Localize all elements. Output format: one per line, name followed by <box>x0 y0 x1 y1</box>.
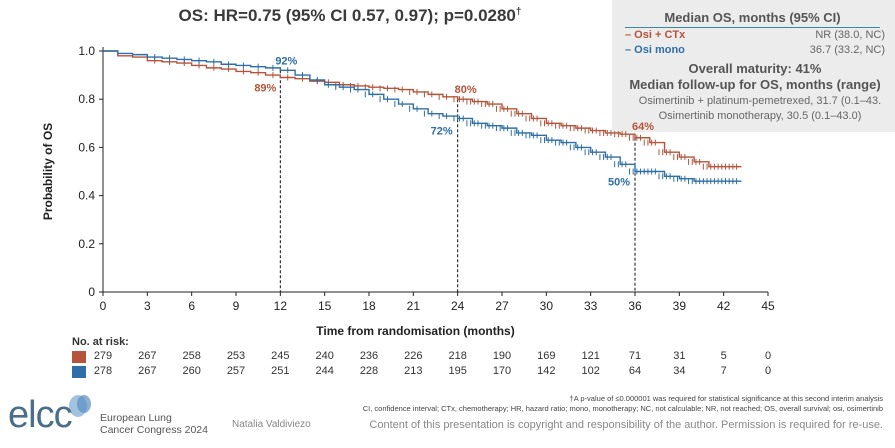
risk-cell: 236 <box>359 350 379 362</box>
risk-row-swatch <box>72 351 86 363</box>
x-tick-label: 15 <box>318 299 332 313</box>
risk-row-swatch <box>72 366 86 378</box>
risk-cell: 71 <box>628 350 642 362</box>
y-tick-label: 0.8 <box>78 92 95 106</box>
x-tick-label: 24 <box>451 299 465 313</box>
y-axis-label: Probability of OS <box>41 123 55 220</box>
legend-panel <box>612 0 895 132</box>
legend-row-osi-mono: – Osi mono 36.7 (33.2, NC) <box>625 44 885 56</box>
x-tick-label: 45 <box>761 299 775 313</box>
risk-cell: 121 <box>581 350 600 362</box>
risk-cell: 190 <box>492 350 512 362</box>
risk-cell: 170 <box>492 365 512 377</box>
risk-cell: 218 <box>448 350 467 362</box>
risk-cell: 213 <box>404 365 423 377</box>
risk-cell: 260 <box>182 365 201 377</box>
risk-cell: 267 <box>138 350 157 362</box>
risk-cell: 228 <box>359 365 379 377</box>
risk-cell: 257 <box>226 365 246 377</box>
risk-cell: 0 <box>764 350 772 362</box>
risk-cell: 195 <box>448 365 467 377</box>
congress-name-line2: Cancer Congress 2024 <box>100 424 208 436</box>
risk-cell: 240 <box>315 350 334 362</box>
y-tick-label: 0.2 <box>78 237 95 251</box>
risk-cell: 31 <box>673 350 686 362</box>
copyright-notice: Content of this presentation is copyrigh… <box>369 419 883 431</box>
risk-cell: 279 <box>93 350 113 362</box>
x-tick-label: 36 <box>628 299 642 313</box>
x-tick-label: 33 <box>584 299 598 313</box>
x-tick-label: 39 <box>673 299 687 313</box>
x-tick-label: 3 <box>144 299 151 313</box>
risk-cell: 64 <box>628 365 642 377</box>
risk-cell: 102 <box>581 365 600 377</box>
risk-cell: 5 <box>720 350 727 362</box>
km-curve-osi-ctx <box>103 50 742 168</box>
congress-name-line1: European Lung <box>100 412 172 424</box>
y-tick-label: 0.4 <box>78 189 95 203</box>
legend-header: Median OS, months (95% CI) <box>625 10 880 28</box>
risk-cell: 169 <box>537 350 556 362</box>
km-curve-osi-mono <box>103 50 742 182</box>
legend-series-name: – Osi mono <box>625 44 685 56</box>
legend-series-value: 36.7 (33.2, NC) <box>809 44 885 56</box>
risk-cell: 0 <box>764 365 772 377</box>
y-tick-label: 0 <box>88 285 95 299</box>
elcc-logo: elcc European Lung Cancer Congress 2024 <box>8 394 208 444</box>
y-tick-label: 1.0 <box>78 44 95 58</box>
annotation-label: 64% <box>632 121 654 133</box>
risk-cell: 226 <box>404 350 423 362</box>
risk-cell: 258 <box>182 350 201 362</box>
annotation-label: 80% <box>455 84 477 96</box>
legend-row-osi-ctx: – Osi + CTx NR (38.0, NC) <box>625 29 885 41</box>
annotation-label: 89% <box>254 83 276 95</box>
author-name: Natalia Valdiviezo <box>232 419 311 430</box>
y-tick-label: 0.6 <box>78 140 95 154</box>
risk-cell: 278 <box>93 365 113 377</box>
risk-cell: 7 <box>720 365 727 377</box>
x-tick-label: 12 <box>274 299 288 313</box>
x-tick-label: 30 <box>540 299 554 313</box>
x-tick-label: 27 <box>495 299 509 313</box>
risk-cell: 267 <box>138 365 157 377</box>
x-tick-label: 42 <box>717 299 731 313</box>
risk-cell: 142 <box>537 365 556 377</box>
annotation-label: 92% <box>275 55 297 67</box>
legend-series-value: NR (38.0, NC) <box>815 29 885 41</box>
risk-cell: 244 <box>315 365 334 377</box>
annotation-label: 50% <box>608 177 630 189</box>
logo-emblem-icon <box>69 395 91 417</box>
x-tick-label: 0 <box>100 299 107 313</box>
followup-line-ctx: Osimertinib + platinum-pemetrexed, 31.7 … <box>638 95 882 107</box>
chart-title: OS: HR=0.75 (95% CI 0.57, 0.97); p=0.028… <box>178 6 522 25</box>
overall-maturity: Overall maturity: 41% <box>688 61 822 76</box>
x-axis-label: Time from randomisation (months) <box>316 324 514 338</box>
followup-line-mono: Osimertinib monotherapy, 30.5 (0.1–43.0) <box>658 110 862 122</box>
logo-wordmark: elcc <box>8 394 73 436</box>
x-tick-label: 21 <box>407 299 421 313</box>
x-tick-label: 18 <box>362 299 376 313</box>
risk-cell: 245 <box>271 350 290 362</box>
footnote-pvalue: †A p-value of ≤0.000001 was required for… <box>569 394 883 403</box>
x-tick-label: 6 <box>188 299 195 313</box>
risk-cell: 34 <box>673 365 686 377</box>
legend-series-name: – Osi + CTx <box>625 29 686 41</box>
footnote-abbreviations: CI, confidence interval; CTx, chemothera… <box>362 404 883 413</box>
risk-cell: 253 <box>226 350 246 362</box>
x-tick-label: 9 <box>233 299 240 313</box>
followup-header: Median follow-up for OS, months (range) <box>629 77 881 92</box>
annotation-label: 72% <box>431 125 453 137</box>
risk-table-header: No. at risk: <box>72 336 129 348</box>
risk-cell: 251 <box>271 365 290 377</box>
